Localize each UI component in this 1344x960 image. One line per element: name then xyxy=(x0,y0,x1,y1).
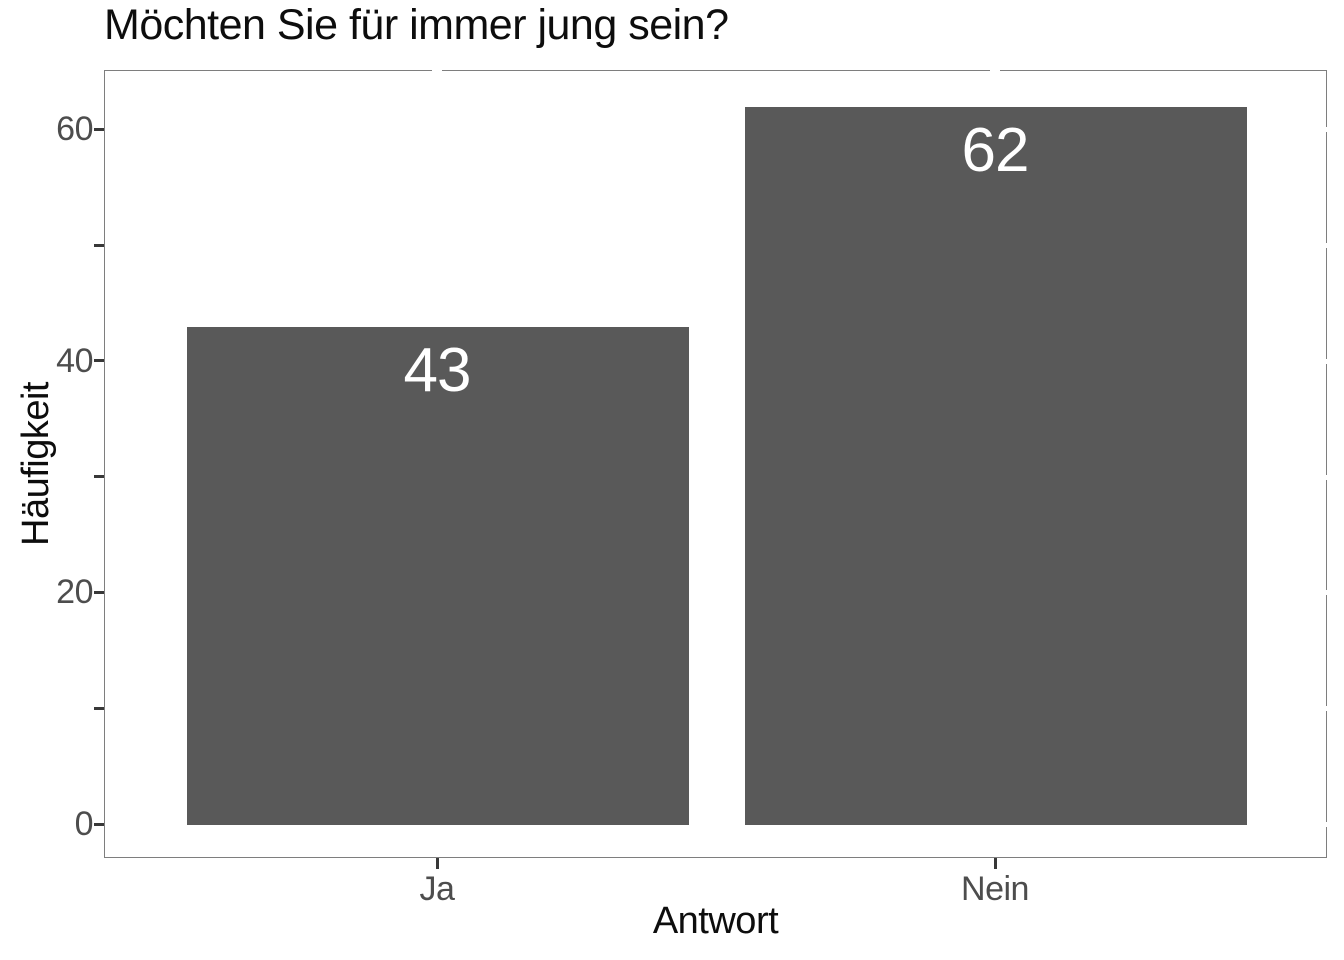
y-tick-label: 0 xyxy=(74,805,94,843)
y-tick-mark xyxy=(94,706,104,710)
right-border-tick-gap xyxy=(1325,590,1329,596)
bar-value-label-ja: 43 xyxy=(403,336,472,406)
x-axis-title: Antwort xyxy=(652,900,779,942)
plot-panel xyxy=(104,70,1327,858)
y-tick-label: 20 xyxy=(56,573,93,612)
right-border-tick-gap xyxy=(1325,243,1329,248)
right-border-tick-gap xyxy=(1325,706,1329,712)
chart-title: Möchten Sie für immer jung sein? xyxy=(104,1,729,49)
x-tick-mark xyxy=(435,858,439,869)
y-tick-mark xyxy=(94,590,104,594)
right-border-tick-gap xyxy=(1325,358,1329,364)
x-tick-mark xyxy=(993,858,997,869)
bar-nein xyxy=(745,107,1247,825)
y-tick-mark xyxy=(94,359,104,363)
right-border-tick-gap xyxy=(1325,474,1329,480)
y-tick-mark xyxy=(94,243,104,247)
bar-ja xyxy=(187,327,689,825)
y-tick-mark xyxy=(94,822,104,826)
y-tick-label: 40 xyxy=(56,341,93,380)
x-tick-label-ja: Ja xyxy=(419,870,455,908)
y-tick-mark xyxy=(94,127,104,131)
right-border-tick-gap xyxy=(1325,822,1329,827)
top-border-tick-gap xyxy=(432,68,442,73)
right-border-tick-gap xyxy=(1325,127,1329,133)
top-border-tick-gap xyxy=(990,68,1000,73)
y-tick-label: 60 xyxy=(56,110,93,149)
bar-value-label-nein: 62 xyxy=(961,116,1030,186)
y-tick-mark xyxy=(94,475,104,479)
x-tick-label-nein: Nein xyxy=(961,870,1029,908)
